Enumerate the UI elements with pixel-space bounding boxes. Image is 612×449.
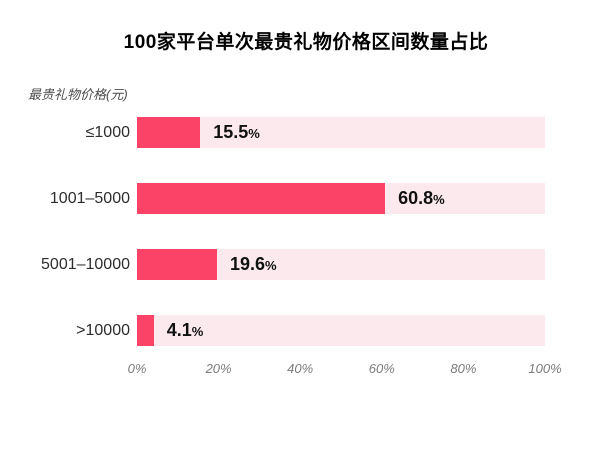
category-label: ≤1000 — [85, 123, 130, 141]
value-number: 15.5 — [213, 122, 249, 142]
bar-fill — [137, 117, 201, 148]
category-label: >10000 — [76, 321, 130, 339]
bar-row: ≤1000 15.5% — [0, 117, 612, 148]
bar-row: >10000 4.1% — [0, 315, 612, 346]
value-percent-sign: % — [191, 324, 204, 339]
bar-row: 1001–5000 60.8% — [0, 183, 612, 214]
value-label: 4.1% — [167, 321, 204, 340]
x-axis: 0% 20% 40% 60% 80% 100% — [128, 361, 562, 377]
x-tick: 80% — [450, 361, 477, 376]
value-label: 15.5% — [213, 123, 260, 142]
category-label: 5001–10000 — [41, 255, 130, 273]
bar-fill — [137, 183, 386, 214]
bar-rows: ≤1000 15.5% 1001–5000 60.8% 5001–10000 1… — [0, 117, 612, 346]
value-percent-sign: % — [265, 258, 277, 273]
chart-title: 100家平台单次最贵礼物价格区间数量占比 — [123, 32, 489, 53]
x-tick: 100% — [528, 361, 562, 376]
x-tick: 20% — [205, 361, 232, 376]
x-tick: 60% — [368, 361, 395, 376]
value-label: 19.6% — [230, 255, 277, 274]
category-label: 1001–5000 — [49, 189, 130, 207]
value-percent-sign: % — [433, 192, 445, 207]
value-number: 4.1 — [166, 320, 192, 340]
x-tick: 0% — [127, 361, 147, 376]
bar-track: 60.8% — [137, 183, 545, 214]
bar-track: 4.1% — [137, 315, 545, 346]
bar-track: 19.6% — [137, 249, 545, 280]
value-number: 19.6 — [229, 254, 265, 274]
x-tick: 40% — [287, 361, 314, 376]
value-label: 60.8% — [398, 189, 445, 208]
value-number: 60.8 — [398, 188, 434, 208]
bar-fill — [137, 315, 154, 346]
bar-track: 15.5% — [137, 117, 545, 148]
y-axis-label: 最贵礼物价格(元) — [28, 87, 128, 102]
bar-fill — [137, 249, 217, 280]
value-percent-sign: % — [248, 126, 260, 141]
bar-row: 5001–10000 19.6% — [0, 249, 612, 280]
